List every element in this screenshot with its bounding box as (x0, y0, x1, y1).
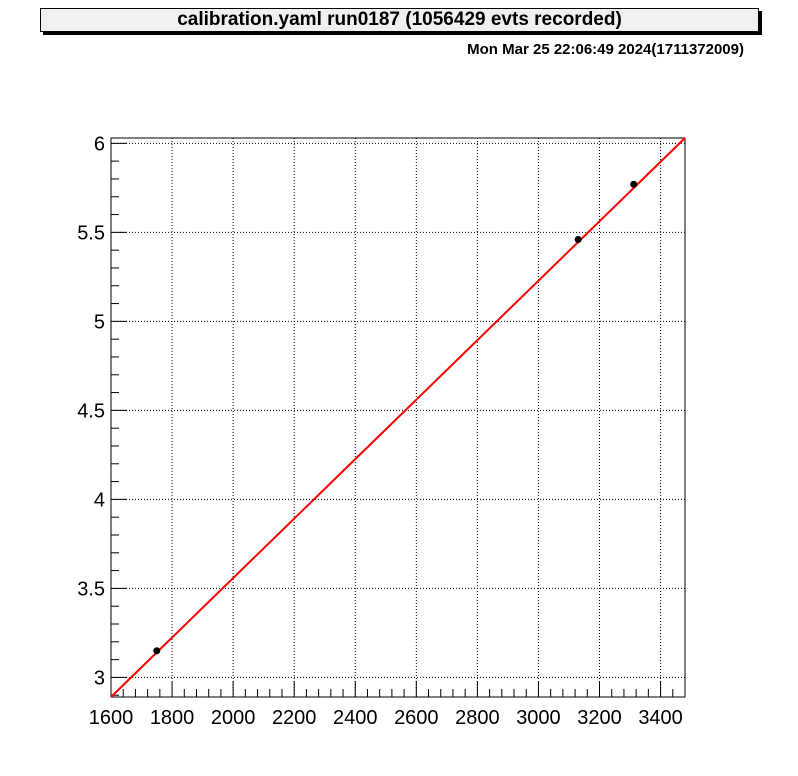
x-tick-label: 2400 (333, 707, 378, 729)
y-tick-label: 3 (94, 667, 105, 689)
y-tick-label: 5.5 (77, 222, 105, 244)
x-tick-label: 3400 (638, 707, 683, 729)
x-tick-label: 2200 (272, 707, 317, 729)
x-tick-label: 1600 (89, 707, 134, 729)
fit-line (110, 137, 686, 698)
y-tick-label: 6 (94, 133, 105, 155)
data-point (630, 180, 638, 188)
plot-title: calibration.yaml run0187 (1056429 evts r… (40, 8, 759, 32)
plot-frame (110, 137, 686, 698)
x-tick-label: 3200 (577, 707, 622, 729)
x-tick-label: 2600 (394, 707, 439, 729)
data-point (153, 647, 161, 655)
timestamp-label: Mon Mar 25 22:06:49 2024(1711372009) (467, 41, 744, 58)
data-point (574, 235, 582, 243)
x-tick-label: 1800 (150, 707, 195, 729)
y-tick-label: 3.5 (77, 578, 105, 600)
x-tick-label: 3000 (516, 707, 561, 729)
y-tick-label: 4 (94, 489, 105, 511)
y-tick-label: 5 (94, 311, 105, 333)
x-tick-label: 2800 (455, 707, 500, 729)
x-tick-label: 2000 (211, 707, 256, 729)
y-tick-label: 4.5 (77, 400, 105, 422)
